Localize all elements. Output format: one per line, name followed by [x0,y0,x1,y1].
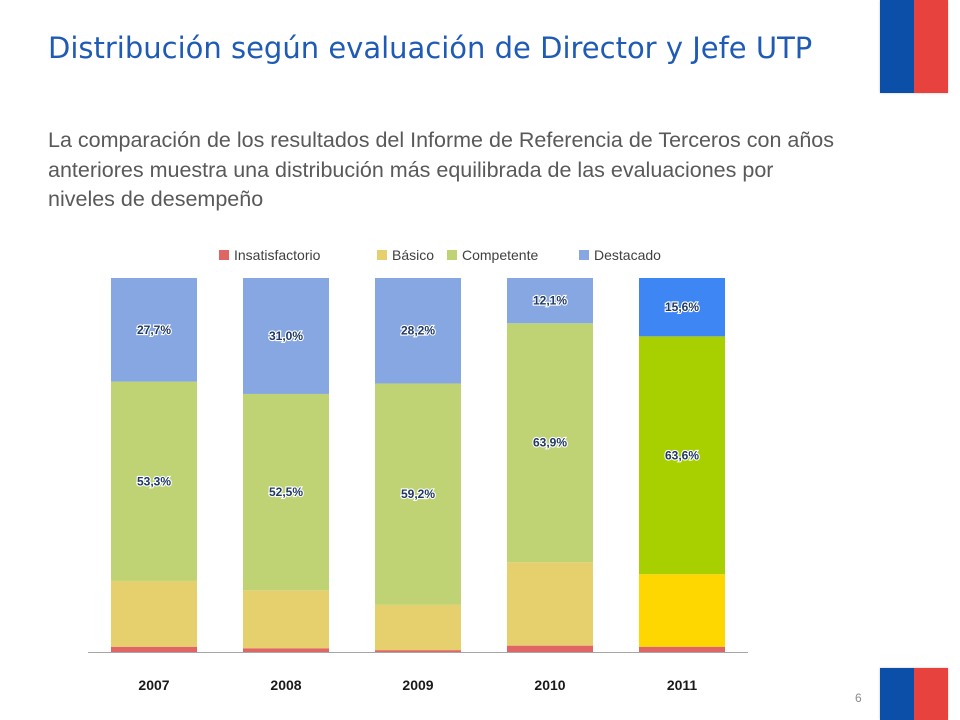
bar-básico-2007 [111,580,197,647]
bar-insatisfactorio-2008 [243,648,329,652]
flag-logo-top [880,0,948,93]
slide-title: Distribución según evaluación de Directo… [48,31,813,65]
chart-bars [111,278,725,652]
chart-axis: 2007 2008 2009 2010 2011 [88,652,748,693]
bar-destacado-2008 [243,278,329,394]
legend-swatch-básico [377,250,387,260]
bar-básico-2009 [375,604,461,651]
legend-label-insatisfactorio: Insatisfactorio [234,247,321,263]
bar-insatisfactorio-2011 [639,646,725,652]
bar-insatisfactorio-2010 [507,645,593,652]
bar-destacado-2010 [507,278,593,324]
legend-swatch-competente [447,250,457,260]
bar-destacado-2011 [639,278,725,337]
page-number: 6 [855,691,862,705]
bar-insatisfactorio-2007 [111,646,197,652]
data-label-competente-2008: 52,5% [269,485,303,499]
legend-label-competente: Competente [462,247,538,263]
data-label-destacado-2010: 12,1% [533,294,567,308]
bar-competente-2010 [507,323,593,563]
flag-blue-stripe [880,668,914,720]
bar-destacado-2007 [111,278,197,382]
data-label-destacado-2008: 31,0% [269,329,303,343]
legend-swatch-insatisfactorio [219,250,229,260]
legend-label-destacado: Destacado [594,247,661,263]
bar-básico-2008 [243,590,329,649]
bar-básico-2011 [639,574,725,647]
data-label-competente-2010: 63,9% [533,436,567,450]
data-label-destacado-2009: 28,2% [401,324,435,338]
chart-legend: Insatisfactorio Básico Competente Destacado [219,247,661,263]
bar-insatisfactorio-2009 [375,650,461,652]
legend-label-básico: Básico [392,247,434,263]
bar-competente-2011 [639,336,725,575]
slide-subtitle: La comparación de los resultados del Inf… [48,128,834,211]
x-tick-label-2009: 2009 [402,677,433,693]
data-label-competente-2009: 59,2% [401,487,435,501]
data-label-competente-2011: 63,6% [665,448,699,462]
flag-logo-bottom [880,668,948,720]
bar-competente-2008 [243,393,329,591]
data-label-destacado-2011: 15,6% [665,300,699,314]
x-tick-label-2007: 2007 [138,677,169,693]
bar-competente-2009 [375,383,461,605]
bar-básico-2010 [507,562,593,646]
data-label-competente-2007: 53,3% [137,474,171,488]
chart-data-labels: 53,3% 27,7% 52,5% 31,0% 59,2% 28,2% 63,9% 12,1%… [136,293,701,503]
bar-competente-2007 [111,381,197,581]
flag-red-stripe [914,668,948,720]
x-tick-label-2011: 2011 [667,677,698,693]
data-label-destacado-2007: 27,7% [137,323,171,337]
legend-swatch-destacado [579,250,589,260]
flag-red-stripe [914,0,948,93]
x-tick-label-2008: 2008 [270,677,301,693]
flag-blue-stripe [880,0,914,93]
x-tick-label-2010: 2010 [534,677,565,693]
bar-destacado-2009 [375,278,461,384]
